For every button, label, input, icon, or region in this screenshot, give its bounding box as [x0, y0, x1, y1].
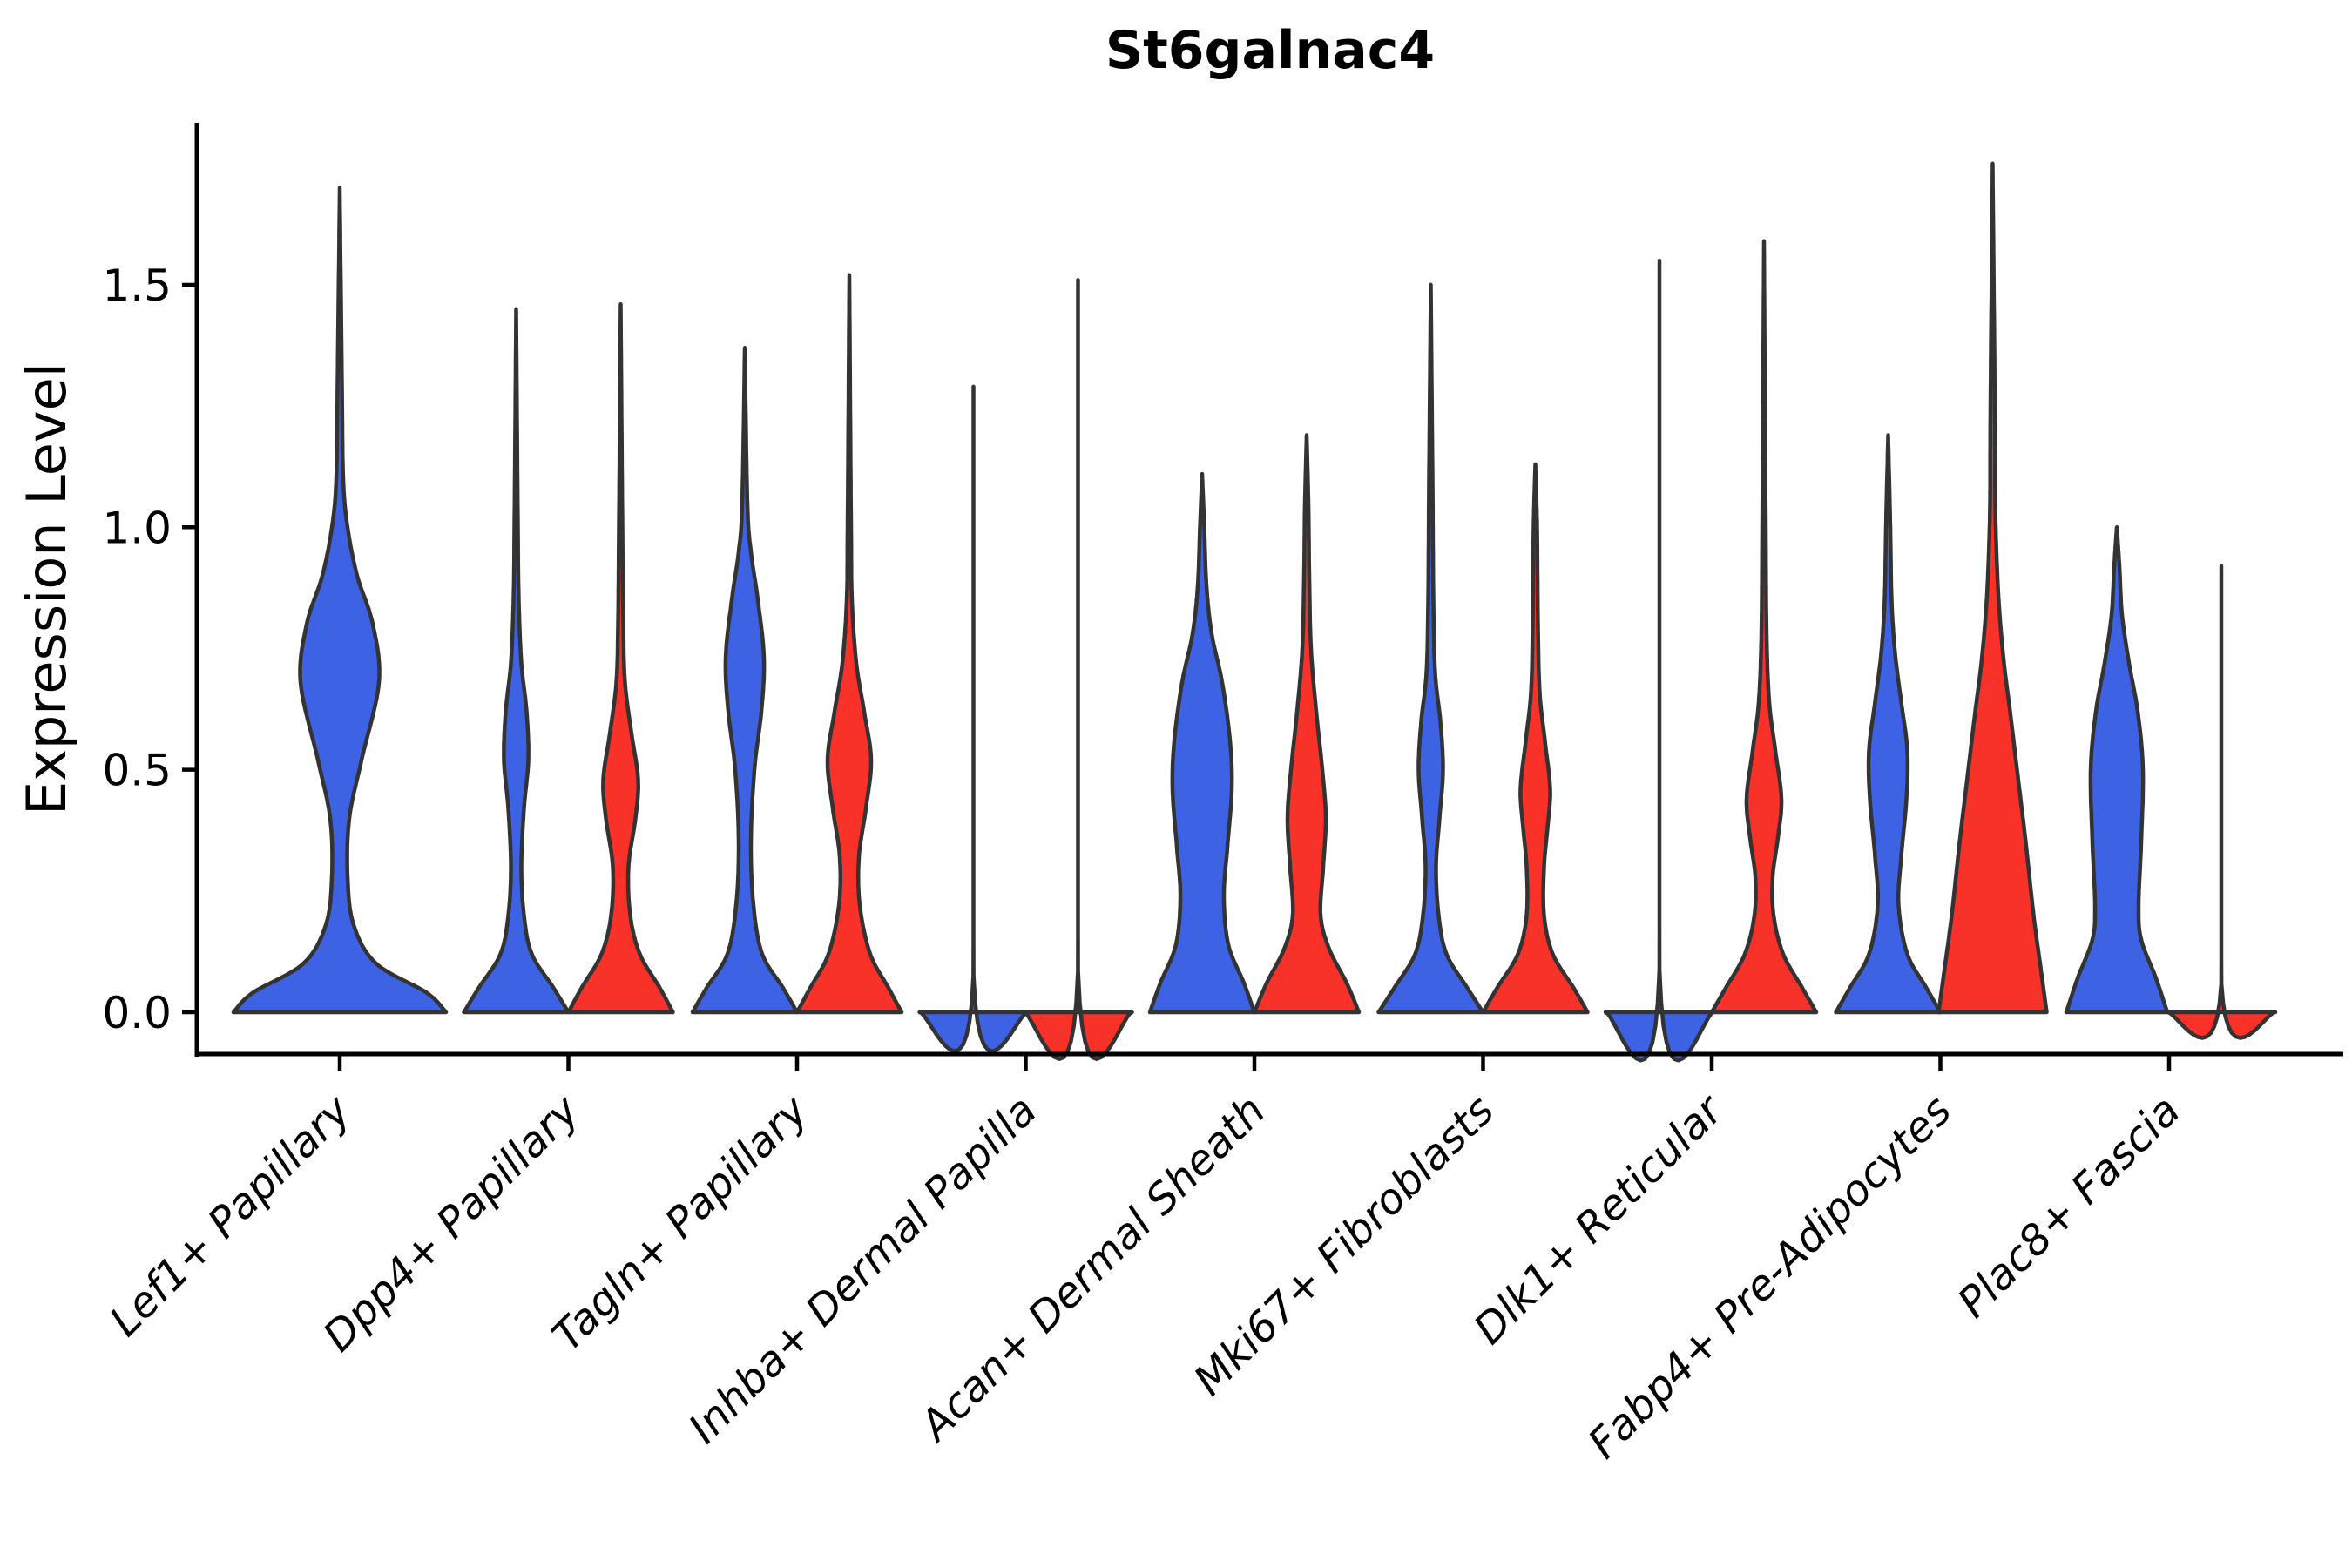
violin-fabp4-pre-adipocytes-blue	[1834, 433, 1943, 1015]
y-tick-label: 1.0	[102, 503, 172, 553]
violin-lef1-papillary-blue	[231, 186, 449, 1015]
violin-inhba-dermal-papilla-blue	[917, 384, 1030, 1053]
x-tick-label-dlk1-reticular: Dlk1+ Reticular	[1464, 1085, 1734, 1355]
y-tick-label: 1.5	[102, 260, 172, 311]
violin-mki67-fibroblasts-blue	[1376, 282, 1485, 1015]
violin-dlk1-reticular-red	[1709, 239, 1819, 1015]
x-tick-label-dpp4-papillary: Dpp4+ Papillary	[314, 1085, 589, 1361]
violins-layer	[231, 161, 2278, 1063]
violin-tagln-papillary-blue	[690, 346, 800, 1015]
violin-dpp4-papillary-blue	[462, 307, 571, 1015]
x-tick-label-plac8-fascia: Plac8+ Fascia	[1949, 1086, 2190, 1328]
violin-dpp4-papillary-red	[566, 301, 675, 1015]
violin-dlk1-reticular-blue	[1603, 258, 1716, 1063]
violin-acan-dermal-sheath-blue	[1147, 471, 1257, 1015]
x-tick-label-fabp4-pre-adipocytes: Fabp4+ Pre-Adipocytes	[1578, 1086, 1961, 1469]
violin-fabp4-pre-adipocytes-red	[1936, 161, 2049, 1015]
violin-acan-dermal-sheath-red	[1252, 433, 1362, 1015]
violin-mki67-fibroblasts-red	[1481, 462, 1590, 1015]
violin-tagln-papillary-red	[794, 273, 904, 1015]
y-axis-label: Expression Level	[15, 362, 78, 815]
x-tick-label-lef1-papillary: Lef1+ Papillary	[100, 1085, 361, 1346]
violin-plac8-fascia-blue	[2064, 525, 2170, 1015]
violin-plac8-fascia-red	[2165, 564, 2278, 1040]
y-axis-ticks: 0.0 0.5 1.0 1.5	[102, 260, 197, 1038]
violin-inhba-dermal-papilla-red	[1022, 278, 1134, 1061]
x-tick-label-tagln-papillary: Tagln+ Papillary	[543, 1085, 818, 1361]
y-tick-label: 0.0	[102, 988, 172, 1038]
chart-title: St6galnac4	[1105, 20, 1435, 81]
y-tick-label: 0.5	[102, 746, 172, 796]
